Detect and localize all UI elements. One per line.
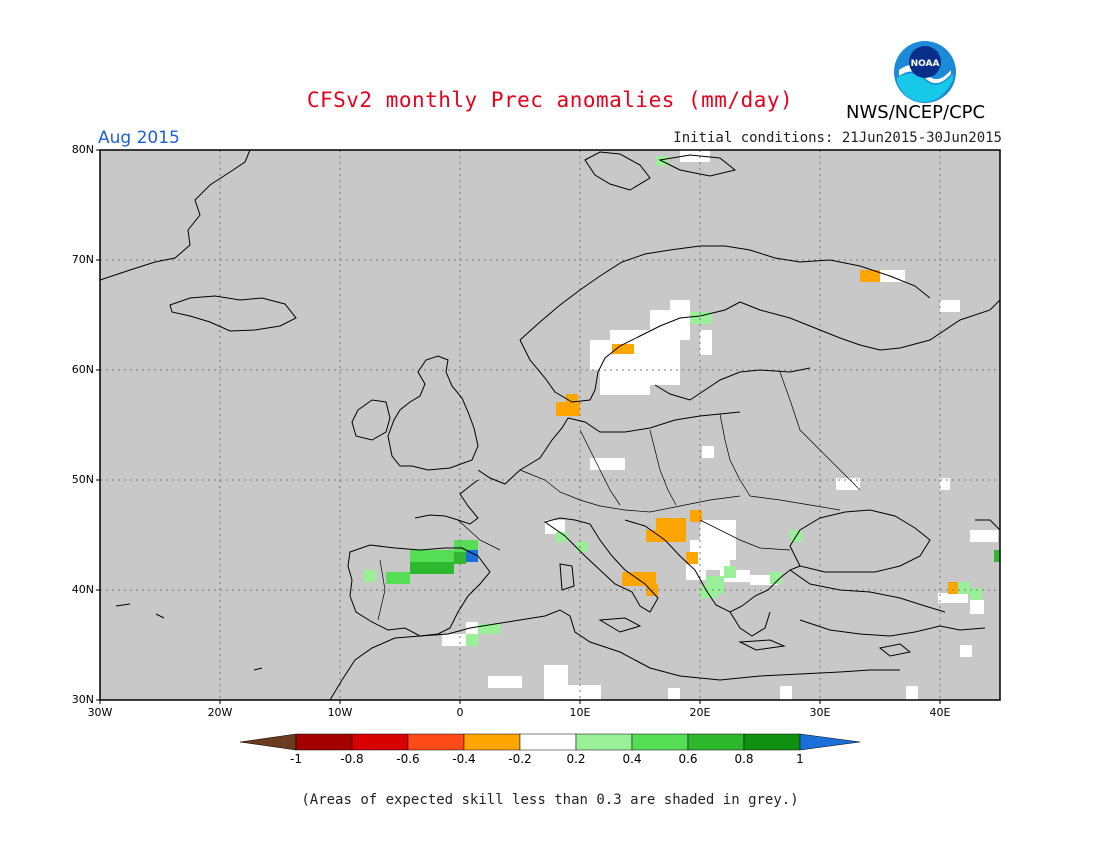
organization-label: NWS/NCEP/CPC: [846, 102, 986, 123]
above-1-cell: [466, 550, 478, 562]
lon-label-30e: 30E: [809, 706, 831, 719]
lat-label-30n: 30N: [71, 693, 94, 706]
map-frame: [99, 149, 1001, 701]
graticule: [100, 150, 1000, 700]
lat-label-50n: 50N: [71, 473, 94, 486]
chart-title: CFSv2 monthly Prec anomalies (mm/day): [306, 88, 794, 112]
lat-label-40n: 40N: [71, 583, 94, 596]
colorbar-label: 0.8: [734, 752, 754, 766]
lon-label-0: 0: [456, 706, 464, 719]
coastlines: [100, 150, 1000, 700]
colorbar-label: -0.6: [396, 752, 420, 766]
colorbar-label: -0.8: [340, 752, 364, 766]
lat-label-80n: 80N: [71, 143, 94, 156]
lon-label-10e: 10E: [569, 706, 591, 719]
footnote: (Areas of expected skill less than 0.3 a…: [301, 792, 799, 808]
lon-label-40e: 40E: [929, 706, 951, 719]
colorbar-label: -0.4: [452, 752, 476, 766]
colorbar-label: 0.6: [678, 752, 698, 766]
axis-ticks: [96, 149, 941, 704]
lat-label-70n: 70N: [71, 253, 94, 266]
forecast-month: Aug 2015: [98, 128, 180, 148]
initial-conditions: Initial conditions: 21Jun2015-30Jun2015: [673, 130, 1002, 146]
colorbar-label: 0.4: [622, 752, 642, 766]
lon-label-20e: 20E: [689, 706, 711, 719]
country-borders: [377, 371, 861, 621]
lon-label-10w: 10W: [327, 706, 353, 719]
lon-label-20w: 20W: [207, 706, 233, 719]
svg-text:NOAA: NOAA: [911, 59, 940, 69]
noaa-logo: NOAA: [894, 41, 956, 103]
land-mask-shading: [100, 150, 1000, 700]
near-normal-cells: [410, 150, 998, 700]
lon-label-30w: 30W: [87, 706, 113, 719]
above-02-cells: [364, 156, 982, 646]
lat-label-60n: 60N: [71, 363, 94, 376]
colorbar-label: 1: [796, 752, 804, 766]
colorbar-label: -0.2: [508, 752, 532, 766]
colorbar-label: -1: [290, 752, 302, 766]
colorbar-label: 0.2: [566, 752, 586, 766]
